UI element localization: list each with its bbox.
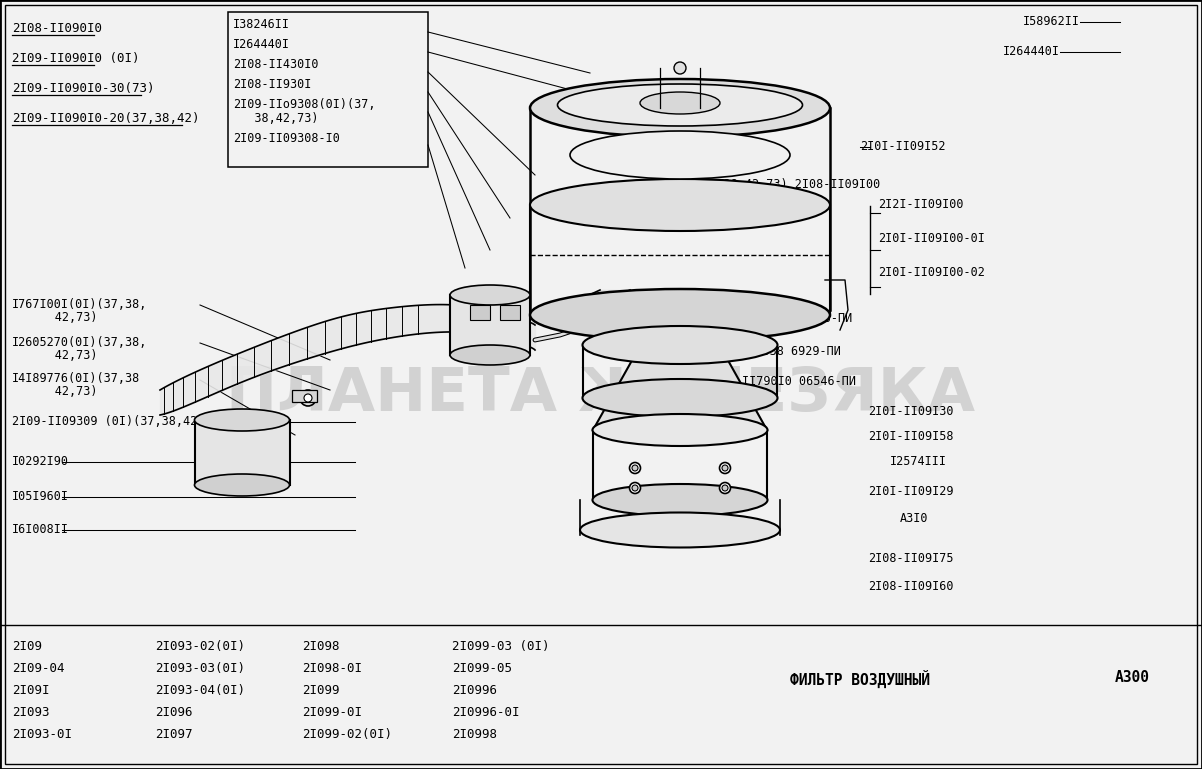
Text: I38246II: I38246II bbox=[233, 18, 290, 31]
Text: I58962II: I58962II bbox=[1023, 15, 1081, 28]
Bar bbox=[450, 295, 530, 355]
Text: 2I0I-II09I58: 2I0I-II09I58 bbox=[868, 430, 953, 443]
Circle shape bbox=[674, 62, 686, 74]
Text: 2I093-0I: 2I093-0I bbox=[12, 728, 72, 741]
Text: 42,73): 42,73) bbox=[12, 311, 97, 324]
Text: 2I0996: 2I0996 bbox=[452, 684, 496, 697]
Circle shape bbox=[632, 465, 638, 471]
Text: 2I09-II090I0 (0I): 2I09-II090I0 (0I) bbox=[12, 52, 139, 65]
Circle shape bbox=[630, 482, 641, 494]
Ellipse shape bbox=[593, 414, 768, 446]
Text: 2I0I-II09I30: 2I0I-II09I30 bbox=[868, 405, 953, 418]
Text: 2I093: 2I093 bbox=[12, 706, 49, 719]
Text: 2I09-II090I0-30(73): 2I09-II090I0-30(73) bbox=[12, 82, 155, 95]
Text: 42,73): 42,73) bbox=[12, 349, 97, 362]
Ellipse shape bbox=[195, 409, 290, 431]
Text: 2I0I-II09I00-02: 2I0I-II09I00-02 bbox=[877, 266, 984, 279]
Text: 2I099-0I: 2I099-0I bbox=[302, 706, 362, 719]
Ellipse shape bbox=[583, 326, 778, 364]
Text: 2I08-II09I60: 2I08-II09I60 bbox=[868, 580, 953, 593]
Text: А300: А300 bbox=[1115, 670, 1150, 685]
Text: 2I09-II09308-I0: 2I09-II09308-I0 bbox=[233, 132, 340, 145]
Text: I2574III: I2574III bbox=[889, 455, 947, 468]
Text: (37,38,42) 2I08-II790I0-I0 6546-ПИ: (37,38,42) 2I08-II790I0-I0 6546-ПИ bbox=[609, 312, 852, 325]
Text: 2I09-II090I0-20(37,38,42): 2I09-II090I0-20(37,38,42) bbox=[12, 112, 200, 125]
Text: 2I09-II09309 (0I)(37,38,42,73): 2I09-II09309 (0I)(37,38,42,73) bbox=[12, 415, 226, 428]
Ellipse shape bbox=[530, 179, 831, 231]
Text: I767I00I(0I)(37,38,: I767I00I(0I)(37,38, bbox=[12, 298, 148, 311]
Text: I264440I: I264440I bbox=[1002, 45, 1060, 58]
Text: I05I960I: I05I960I bbox=[12, 490, 69, 503]
Text: I0292I90: I0292I90 bbox=[12, 455, 69, 468]
Text: 2I093-04(0I): 2I093-04(0I) bbox=[155, 684, 245, 697]
Bar bbox=[195, 420, 290, 485]
Text: 2I09: 2I09 bbox=[12, 640, 42, 653]
Ellipse shape bbox=[639, 92, 720, 114]
Text: (37,38,42) 2I08-II79038 6929-ПИ: (37,38,42) 2I08-II79038 6929-ПИ bbox=[620, 345, 841, 358]
Text: 2I09-IIo9308(0I)(37,: 2I09-IIo9308(0I)(37, bbox=[233, 98, 375, 111]
Text: 2I096: 2I096 bbox=[155, 706, 192, 719]
Circle shape bbox=[304, 394, 313, 402]
Ellipse shape bbox=[593, 484, 768, 516]
Text: 2I0I-II09I00-0I: 2I0I-II09I00-0I bbox=[877, 232, 984, 245]
Text: 2I09I: 2I09I bbox=[12, 684, 49, 697]
Text: 2I098: 2I098 bbox=[302, 640, 339, 653]
Ellipse shape bbox=[450, 345, 530, 365]
Text: 2I099-02(0I): 2I099-02(0I) bbox=[302, 728, 392, 741]
Bar bbox=[292, 390, 317, 402]
Ellipse shape bbox=[530, 79, 831, 137]
Ellipse shape bbox=[570, 131, 790, 179]
Text: 2I08-II430I0: 2I08-II430I0 bbox=[233, 58, 319, 71]
Text: 2I098-0I: 2I098-0I bbox=[302, 662, 362, 675]
Bar bbox=[500, 305, 520, 320]
Text: 2I097: 2I097 bbox=[155, 728, 192, 741]
Text: ФИЛЬТР ВОЗДУШНЫЙ: ФИЛЬТР ВОЗДУШНЫЙ bbox=[790, 670, 930, 688]
Circle shape bbox=[722, 465, 728, 471]
Text: 2I08-II09I75: 2I08-II09I75 bbox=[868, 552, 953, 565]
Text: 2I2I-II09I00: 2I2I-II09I00 bbox=[877, 198, 964, 211]
Text: I264440I: I264440I bbox=[233, 38, 290, 51]
Text: 42,73): 42,73) bbox=[12, 385, 97, 398]
Text: I2605270(0I)(37,38,: I2605270(0I)(37,38, bbox=[12, 336, 148, 349]
Ellipse shape bbox=[583, 379, 778, 417]
Circle shape bbox=[720, 482, 731, 494]
Ellipse shape bbox=[581, 512, 780, 548]
Text: 2I0996-0I: 2I0996-0I bbox=[452, 706, 519, 719]
Text: 2I099-03 (0I): 2I099-03 (0I) bbox=[452, 640, 549, 653]
Text: A3I0: A3I0 bbox=[900, 512, 928, 525]
Text: 2I0I-II09I29: 2I0I-II09I29 bbox=[868, 485, 953, 498]
Circle shape bbox=[632, 485, 638, 491]
Text: 2I093-03(0I): 2I093-03(0I) bbox=[155, 662, 245, 675]
Circle shape bbox=[630, 462, 641, 474]
Circle shape bbox=[300, 390, 316, 406]
Circle shape bbox=[720, 462, 731, 474]
Text: I4I89776(0I)(37,38: I4I89776(0I)(37,38 bbox=[12, 372, 141, 385]
Bar bbox=[228, 12, 428, 167]
Ellipse shape bbox=[195, 474, 290, 496]
Ellipse shape bbox=[530, 289, 831, 341]
Text: 2I0998: 2I0998 bbox=[452, 728, 496, 741]
Text: I6I008II: I6I008II bbox=[12, 523, 69, 536]
Text: 2I09-04: 2I09-04 bbox=[12, 662, 65, 675]
Text: 2I093-02(0I): 2I093-02(0I) bbox=[155, 640, 245, 653]
Text: 2I08-II090I0: 2I08-II090I0 bbox=[12, 22, 102, 35]
Text: ПЛАНЕТА ЖЕЛЕЗЯКА: ПЛАНЕТА ЖЕЛЕЗЯКА bbox=[226, 365, 976, 424]
Circle shape bbox=[722, 485, 728, 491]
Text: 38,42,73): 38,42,73) bbox=[233, 112, 319, 125]
Bar bbox=[470, 305, 490, 320]
Text: (37,38,42,73) 2I08-II09I00: (37,38,42,73) 2I08-II09I00 bbox=[695, 178, 880, 191]
Text: 2I099-05: 2I099-05 bbox=[452, 662, 512, 675]
Text: 2I099: 2I099 bbox=[302, 684, 339, 697]
Text: 2I0I-II09I52: 2I0I-II09I52 bbox=[859, 140, 946, 153]
Ellipse shape bbox=[450, 285, 530, 305]
Text: 2I08-II930I: 2I08-II930I bbox=[233, 78, 311, 91]
Text: (37,38,42) 2I05-II790I0 06546-ПИ: (37,38,42) 2I05-II790I0 06546-ПИ bbox=[627, 375, 856, 388]
Ellipse shape bbox=[558, 84, 803, 126]
